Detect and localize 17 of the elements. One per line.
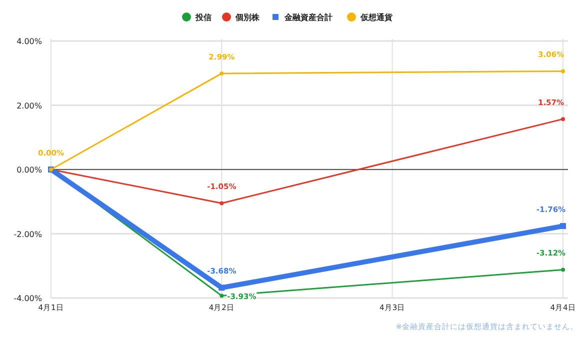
legend-label: 個別株 <box>234 13 260 22</box>
legend-label: 仮想通貨 <box>360 13 394 22</box>
y-tick-label: -4.00% <box>14 294 42 303</box>
point <box>561 117 565 122</box>
point <box>220 201 224 206</box>
point <box>561 268 565 272</box>
point <box>220 71 224 76</box>
point <box>560 223 566 230</box>
y-tick-label: -2.00% <box>14 230 42 239</box>
point <box>561 69 565 74</box>
legend-label: 金融資産合計 <box>284 12 332 22</box>
y-tick-label: 2.00% <box>16 101 42 110</box>
point <box>220 294 224 298</box>
point <box>218 284 225 291</box>
y-tick-label: 0.00% <box>16 166 42 174</box>
legend-label: 投信 <box>194 13 212 22</box>
y-tick-label: 4.00% <box>16 37 42 46</box>
